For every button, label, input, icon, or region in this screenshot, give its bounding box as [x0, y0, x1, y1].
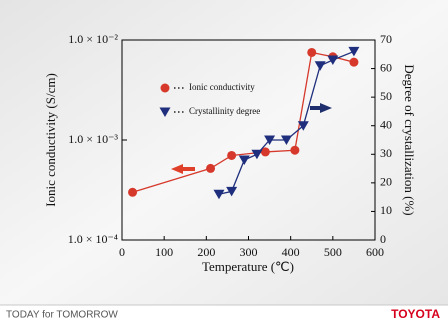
legend-label: Crystallinity degree [189, 106, 260, 116]
y2-tick-label: 60 [380, 60, 392, 74]
data-point [327, 55, 339, 65]
footer-logo: TOYOTA [391, 307, 440, 321]
x-tick-label: 600 [366, 245, 384, 259]
x-tick-label: 300 [240, 245, 258, 259]
y2-tick-label: 10 [380, 203, 392, 217]
x-tick-label: 100 [155, 245, 173, 259]
y2-tick-label: 70 [380, 32, 392, 46]
data-point [314, 61, 326, 71]
data-point [349, 57, 359, 67]
y2-tick-label: 20 [380, 175, 392, 189]
y-tick-label: 1.0 × 10⁻⁴ [68, 232, 118, 246]
y2-tick-label: 40 [380, 117, 392, 131]
data-point [128, 187, 138, 197]
background [0, 0, 448, 305]
x-axis-label: Temperature (℃) [202, 259, 294, 274]
x-tick-label: 400 [282, 245, 300, 259]
data-point [307, 47, 317, 57]
footer-bar [0, 305, 448, 324]
data-point [348, 46, 360, 57]
data-point [213, 189, 225, 200]
data-point [297, 121, 309, 131]
data-point [260, 147, 270, 157]
data-point [280, 135, 292, 145]
data-point [251, 149, 263, 160]
y-tick-label: 1.0 × 10⁻² [68, 32, 118, 46]
arrow-left [171, 164, 195, 174]
data-point [206, 163, 216, 173]
x-tick-label: 0 [119, 245, 125, 259]
data-point [226, 186, 238, 197]
y2-tick-label: 50 [380, 89, 392, 103]
legend-marker [160, 83, 170, 93]
series-line [218, 50, 355, 195]
data-point [290, 145, 300, 155]
x-tick-label: 200 [197, 245, 215, 259]
y2-tick-label: 0 [380, 232, 386, 246]
x-tick-label: 500 [324, 245, 342, 259]
arrow-right [310, 103, 332, 113]
legend-marker [159, 107, 171, 117]
y2-axis-label: Degree of crystallization (%) [402, 64, 417, 215]
data-point [264, 135, 276, 145]
y-axis-label: Ionic conductivity (S/cm) [43, 73, 58, 207]
footer-slogan: TODAY for TOMORROW [6, 310, 118, 321]
legend-label: Ionic conductivity [189, 82, 255, 92]
y2-tick-label: 30 [380, 146, 392, 160]
y-tick-label: 1.0 × 10⁻³ [68, 132, 118, 146]
data-point [227, 150, 237, 160]
data-point [238, 155, 250, 165]
